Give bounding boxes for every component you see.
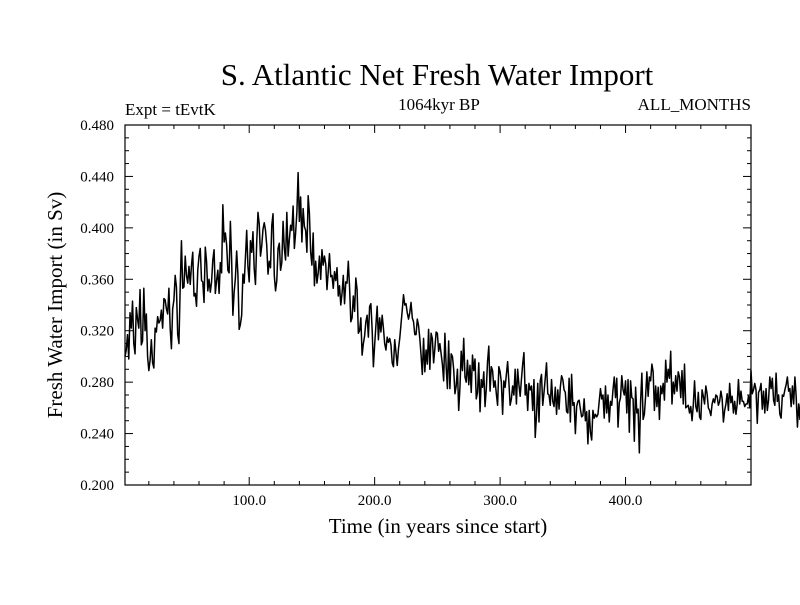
y-tick-label: 0.320: [80, 324, 114, 340]
y-tick-label: 0.240: [80, 427, 114, 443]
y-tick-label: 0.200: [80, 478, 114, 494]
y-tick-label: 0.360: [80, 272, 114, 288]
period-label: 1064kyr BP: [398, 95, 480, 114]
x-tick-label: 200.0: [358, 493, 392, 509]
experiment-label: Expt = tEvtK: [125, 100, 217, 119]
months-label: ALL_MONTHS: [638, 95, 751, 114]
x-axis-ticks: [148, 125, 727, 485]
chart-title: S. Atlantic Net Fresh Water Import: [221, 57, 654, 92]
y-axis-label: Fresh Water Import (in Sv): [43, 192, 67, 419]
y-tick-label: 0.400: [80, 221, 114, 237]
x-axis-label: Time (in years since start): [329, 514, 548, 538]
y-tick-label: 0.440: [80, 169, 114, 185]
y-axis-ticks: [125, 137, 751, 473]
plot-frame: [124, 124, 752, 486]
series-line: [124, 171, 800, 454]
y-tick-label: 0.480: [80, 118, 114, 134]
x-tick-label: 400.0: [609, 493, 643, 509]
x-axis-tick-labels: 100.0 200.0 300.0 400.0: [232, 493, 642, 509]
x-tick-label: 300.0: [483, 493, 517, 509]
x-tick-label: 100.0: [232, 493, 266, 509]
y-tick-label: 0.280: [80, 375, 114, 391]
y-axis-tick-labels: 0.200 0.240 0.280 0.320 0.360 0.400 0.440 0.480: [80, 118, 114, 494]
